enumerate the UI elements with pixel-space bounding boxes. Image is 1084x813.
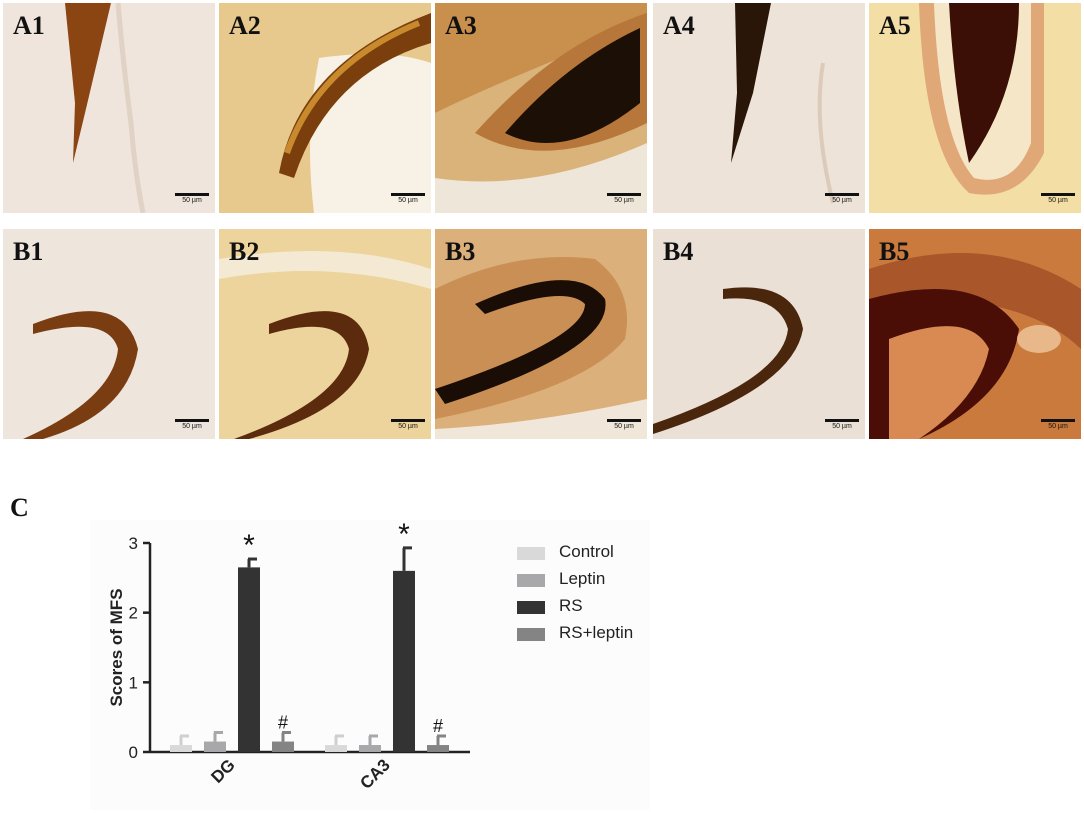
legend-label: Leptin [559,569,606,588]
scale-bar: 50 µm [391,419,425,433]
scale-bar: 50 µm [825,193,859,207]
micrograph-a1-image [3,3,215,213]
section-c-label: C [10,493,29,522]
bar-chart: 0 1 2 3 Scores of MFS * # DG * # CA3 [90,520,650,810]
bar-leptin [359,745,381,752]
micrograph-panel-b5: B5 50 µm [869,229,1081,439]
micrograph-panel-b3: B3 50 µm [435,229,647,439]
micrograph-b2-image [219,229,431,439]
panel-label: A5 [879,11,911,40]
legend-label: Control [559,542,614,561]
micrograph-a5-image [869,3,1081,213]
micrograph-b1-image [3,229,215,439]
scale-bar: 50 µm [175,419,209,433]
legend-swatch [517,601,545,614]
legend-swatch [517,547,545,560]
chart-svg: 0 1 2 3 Scores of MFS * # DG * # CA3 [107,520,470,793]
bar-rs-leptin [427,745,449,752]
panel-label: A1 [13,11,45,40]
scale-bar: 50 µm [391,193,425,207]
panel-label: B3 [445,237,476,266]
panel-label: B4 [663,237,694,266]
micrograph-b3-image [435,229,647,439]
y-tick-label: 0 [129,743,138,762]
micrograph-b4-image [653,229,865,439]
significance-marker: # [278,712,288,732]
micrograph-a2-image [219,3,431,213]
y-tick-label: 3 [129,534,138,553]
significance-marker: # [433,716,443,736]
legend-swatch [517,574,545,587]
panel-label: A3 [445,11,477,40]
scale-bar: 50 µm [607,419,641,433]
micrograph-panel-a1: A1 50 µm [3,3,215,213]
micrograph-panel-a5: A5 50 µm [869,3,1081,213]
y-tick-label: 1 [129,673,138,692]
panel-label: B2 [229,237,260,266]
micrograph-a4-image [653,3,865,213]
y-tick-label: 2 [129,604,138,623]
significance-marker: * [243,529,255,562]
micrograph-panel-a3: A3 50 µm [435,3,647,213]
bar-leptin [204,741,226,752]
micrograph-panel-b1: B1 50 µm [3,229,215,439]
legend-label: RS+leptin [559,623,634,642]
micrograph-b5-image [869,229,1081,439]
panel-label: B5 [879,237,910,266]
scale-bar: 50 µm [175,193,209,207]
scale-bar: 50 µm [607,193,641,207]
bar-rs [393,570,415,752]
y-axis-label: Scores of MFS [107,588,126,706]
micrograph-panel-a4: A4 50 µm [653,3,865,213]
micrograph-panel-b4: B4 50 µm [653,229,865,439]
bar-rs [238,567,260,752]
bar-rs-leptin [272,741,294,752]
micrograph-panel-b2: B2 50 µm [219,229,431,439]
x-tick-label: CA3 [356,755,393,792]
legend-swatch [517,628,545,641]
scale-bar: 50 µm [1041,193,1075,207]
legend-label: RS [559,596,583,615]
panel-label: A2 [229,11,261,40]
scale-bar: 50 µm [1041,419,1075,433]
x-tick-label: DG [207,755,238,786]
bar-control [325,745,347,752]
scale-bar: 50 µm [825,419,859,433]
micrograph-a3-image [435,3,647,213]
micrograph-panel-a2: A2 50 µm [219,3,431,213]
panel-label: A4 [663,11,695,40]
panel-label: B1 [13,237,44,266]
significance-marker: * [398,520,410,551]
bar-control [170,745,192,752]
